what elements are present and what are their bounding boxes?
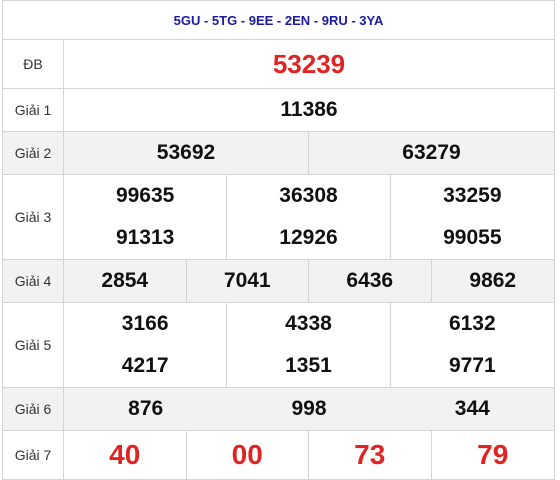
prize-row: Giải 2 53692 63279 [3, 132, 554, 175]
prize-label: Giải 7 [3, 431, 64, 479]
prize-numbers: 2854 7041 6436 9862 [64, 260, 554, 302]
prize-row: Giải 1 11386 [3, 89, 554, 132]
header-title: 5GU - 5TG - 9EE - 2EN - 9RU - 3YA [3, 1, 554, 40]
prize-numbers: 53239 [64, 40, 554, 88]
prize-number: 4217 [64, 345, 228, 387]
prize-row: Giải 3 99635 36308 33259 91313 12926 99055 [3, 175, 554, 260]
prize-numbers: 3166 4338 6132 4217 1351 9771 [64, 303, 554, 387]
prize-numbers: 11386 [64, 89, 554, 131]
prize-number: 4338 [227, 303, 391, 345]
prize-label: Giải 6 [3, 388, 64, 430]
prize-number: 12926 [227, 217, 391, 259]
prize-number: 998 [291, 397, 327, 420]
prize-numbers: 53692 63279 [64, 132, 554, 174]
prize-number: 00 [187, 431, 309, 479]
prize-row: ĐB 53239 [3, 40, 554, 89]
prize-number: 91313 [64, 217, 228, 259]
prize-number: 7041 [187, 260, 309, 302]
prize-number: 876 [128, 397, 164, 420]
prize-number: 33259 [443, 184, 502, 207]
prize-number: 40 [64, 431, 187, 479]
prize-label: Giải 2 [3, 132, 64, 174]
prize-row: Giải 5 3166 4338 6132 4217 1351 9771 [3, 303, 554, 388]
prize-label: Giải 1 [3, 89, 64, 131]
prize-number: 63279 [402, 141, 461, 164]
prize-label: Giải 3 [3, 175, 64, 259]
prize-number: 6132 [448, 312, 496, 335]
prize-number: 1351 [227, 345, 391, 387]
prize-number: 36308 [227, 175, 391, 217]
prize-label: ĐB [3, 40, 64, 88]
prize-number: 9771 [448, 354, 496, 377]
prize-row: Giải 7 40 00 73 79 [3, 431, 554, 479]
prize-number: 9862 [469, 269, 517, 292]
prize-number: 3166 [64, 303, 228, 345]
prize-number: 99055 [443, 226, 502, 249]
prize-label: Giải 4 [3, 260, 64, 302]
prize-numbers: 876 998 344 [64, 388, 554, 430]
prize-number: 73 [309, 431, 432, 479]
prize-number: 11386 [280, 98, 338, 121]
prize-number: 79 [477, 439, 509, 470]
prize-numbers: 99635 36308 33259 91313 12926 99055 [64, 175, 554, 259]
prize-number: 99635 [64, 175, 228, 217]
prize-row: Giải 6 876 998 344 [3, 388, 554, 431]
prize-number: 2854 [64, 260, 187, 302]
prize-number: 53692 [64, 132, 309, 174]
prize-numbers: 40 00 73 79 [64, 431, 554, 479]
prize-number: 53239 [272, 48, 346, 79]
prize-row: Giải 4 2854 7041 6436 9862 [3, 260, 554, 303]
prize-label: Giải 5 [3, 303, 64, 387]
prize-number: 6436 [309, 260, 432, 302]
prize-number: 344 [454, 397, 490, 420]
